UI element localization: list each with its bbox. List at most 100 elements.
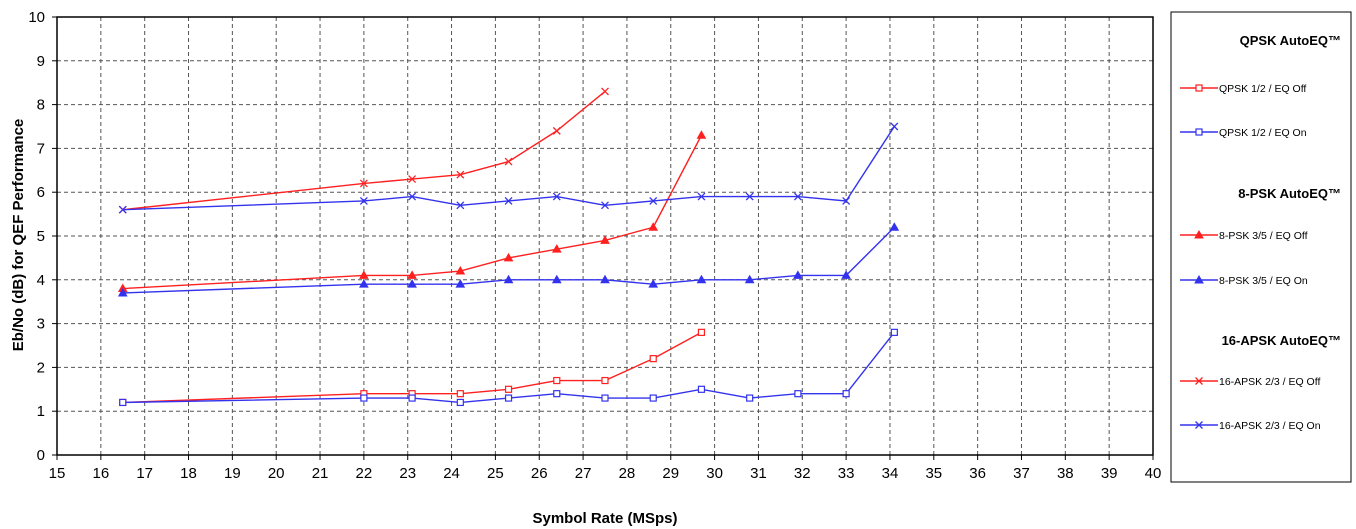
data-point	[503, 252, 514, 262]
y-tick-label: 3	[37, 316, 45, 333]
x-tick-label: 28	[619, 465, 636, 482]
data-point	[1195, 84, 1203, 92]
legend-heading: QPSK AutoEQ™	[1240, 33, 1341, 48]
data-point	[455, 279, 466, 288]
y-tick-label: 0	[37, 447, 45, 464]
data-point	[359, 197, 368, 205]
x-tick-label: 15	[49, 465, 66, 482]
y-axis-ticks: 0 1 2 3 4 5 6 7 8 9 10	[28, 9, 57, 464]
series-line	[122, 134, 703, 290]
x-tick-label: 19	[224, 465, 241, 482]
data-point	[793, 192, 802, 201]
data-point	[456, 390, 464, 398]
data-point	[889, 222, 900, 231]
data-point	[504, 197, 513, 205]
data-point	[842, 197, 851, 205]
legend-heading: 8-PSK AutoEQ™	[1238, 186, 1341, 201]
data-point	[408, 175, 417, 184]
data-point	[552, 126, 561, 135]
data-point	[696, 274, 707, 284]
data-point	[649, 394, 657, 402]
data-point	[408, 394, 416, 402]
legend-label: QPSK 1/2 / EQ Off	[1219, 83, 1306, 95]
y-tick-label: 6	[37, 184, 45, 201]
legend-label: 8-PSK 3/5 / EQ Off	[1219, 230, 1308, 242]
x-tick-label: 16	[92, 465, 109, 482]
x-tick-label: 38	[1057, 465, 1074, 482]
data-point	[601, 376, 609, 385]
x-tick-label: 31	[750, 465, 767, 482]
data-point	[360, 394, 368, 402]
series	[117, 130, 707, 293]
series	[117, 222, 900, 297]
x-tick-label: 33	[838, 465, 855, 482]
data-point	[745, 192, 754, 201]
y-tick-label: 8	[37, 97, 45, 114]
x-tick-label: 32	[794, 465, 811, 482]
y-tick-label: 1	[37, 403, 45, 420]
legend-entry: QPSK 1/2 / EQ On	[1180, 127, 1307, 139]
data-point	[649, 355, 657, 363]
x-tick-label: 18	[180, 465, 197, 482]
legend-label: 8-PSK 3/5 / EQ On	[1219, 275, 1308, 287]
x-axis-ticks: 15 16 17 18 19 20 21 22 23 24 25 26 27 28 29 30 31 32 33 34…	[49, 455, 1162, 482]
x-tick-label: 26	[531, 465, 548, 482]
x-tick-label: 34	[882, 465, 899, 482]
y-tick-label: 10	[28, 9, 45, 26]
legend-label: 16-APSK 2/3 / EQ Off	[1219, 376, 1320, 388]
legend-entry: QPSK 1/2 / EQ Off	[1180, 83, 1306, 95]
data-point	[697, 328, 706, 336]
data-point	[504, 385, 513, 393]
data-point	[600, 274, 610, 284]
data-point	[696, 130, 707, 139]
data-point	[601, 201, 609, 210]
x-tick-label: 17	[136, 465, 153, 482]
x-tick-label: 35	[925, 465, 942, 482]
data-point	[890, 122, 899, 131]
data-point	[455, 266, 466, 275]
y-tick-label: 2	[37, 359, 45, 376]
data-point	[601, 394, 609, 402]
legend: QPSK AutoEQ™ QPSK 1/2 / EQ Off QPSK 1/2 / …	[1170, 11, 1352, 483]
data-point	[119, 398, 127, 407]
data-point	[456, 170, 465, 179]
data-point	[456, 398, 464, 407]
legend-label: QPSK 1/2 / EQ On	[1219, 127, 1307, 139]
x-tick-label: 23	[399, 465, 416, 482]
data-point	[697, 385, 706, 393]
data-point	[841, 270, 851, 279]
data-point	[697, 192, 706, 201]
data-point	[552, 192, 561, 201]
data-point	[504, 394, 513, 402]
x-tick-label: 25	[487, 465, 504, 482]
data-point	[600, 235, 610, 244]
data-point	[1194, 274, 1204, 284]
x-tick-label: 40	[1145, 465, 1162, 482]
y-tick-label: 5	[37, 228, 45, 245]
data-point	[793, 270, 803, 279]
x-tick-label: 22	[356, 465, 373, 482]
data-point	[649, 197, 658, 205]
data-point	[551, 274, 562, 284]
x-tick-label: 37	[1013, 465, 1030, 482]
data-point	[1195, 128, 1203, 136]
data-point	[551, 244, 562, 253]
data-point	[744, 274, 755, 284]
data-point	[794, 390, 802, 398]
data-point	[648, 279, 659, 288]
x-tick-label: 39	[1101, 465, 1118, 482]
x-tick-label: 24	[443, 465, 460, 482]
legend-heading: 16-APSK AutoEQ™	[1222, 333, 1341, 348]
x-tick-label: 29	[662, 465, 679, 482]
x-tick-label: 36	[969, 465, 986, 482]
data-point	[1194, 229, 1204, 239]
data-point	[553, 376, 561, 385]
y-axis-title: Eb/No (dB) for QEF Performance	[10, 119, 27, 352]
data-point	[1195, 377, 1203, 385]
data-point	[553, 390, 561, 398]
data-point	[118, 205, 127, 214]
data-point	[648, 222, 659, 231]
data-point	[503, 274, 514, 284]
data-point	[407, 270, 417, 279]
data-point	[890, 328, 898, 336]
